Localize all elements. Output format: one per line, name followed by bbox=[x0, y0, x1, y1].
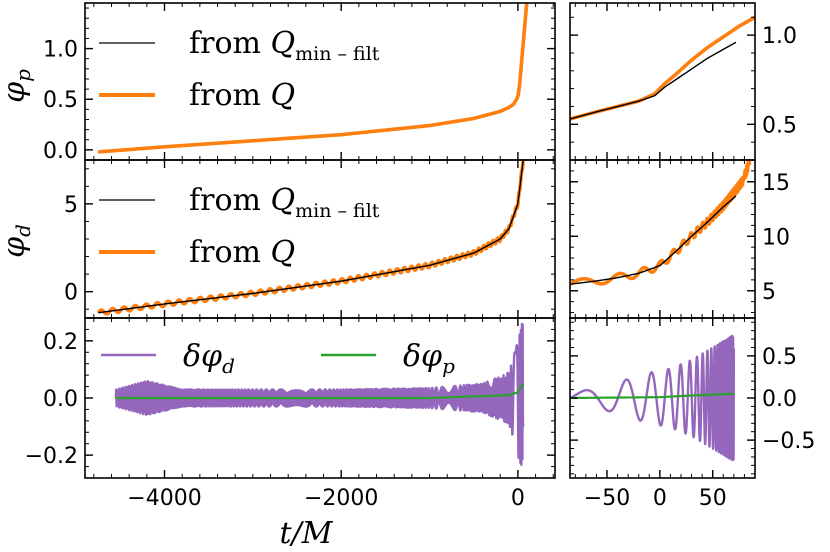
ytick-label: 15 bbox=[762, 171, 790, 196]
legend-label: from Q bbox=[189, 235, 295, 270]
ytick: 15 bbox=[570, 171, 790, 196]
series-line--d bbox=[114, 322, 525, 467]
legend-entry: δφd bbox=[101, 339, 235, 378]
legend-entry: from Qmin – filt bbox=[99, 26, 380, 65]
xtick-label: 50 bbox=[699, 486, 727, 511]
xtick-major: −2000 bbox=[304, 486, 378, 511]
xtick-major: −4000 bbox=[127, 486, 201, 511]
ytick-label: 0.2 bbox=[43, 330, 78, 355]
ytick-label: 0 bbox=[64, 281, 78, 306]
legend-label: from Q bbox=[189, 78, 295, 113]
xtick-major: 0 bbox=[511, 486, 525, 511]
xtick-major: 50 bbox=[699, 486, 727, 511]
xtick-label: −2000 bbox=[304, 486, 378, 511]
panel-phi-p-zoom: 0.5 1.0 bbox=[569, 2, 797, 161]
series-line-from-q-min-filt- bbox=[98, 160, 524, 314]
xtick-major: 0 bbox=[653, 486, 667, 511]
ytick-label: 0.5 bbox=[43, 88, 78, 113]
legend-entry: from Q bbox=[99, 235, 295, 270]
legend-entry: from Qmin – filt bbox=[99, 183, 380, 222]
legend-entry: from Q bbox=[99, 78, 295, 113]
xtick-label: −4000 bbox=[127, 486, 201, 511]
ytick-label: 0.0 bbox=[43, 139, 78, 164]
series-line-from-q bbox=[570, 15, 755, 121]
axis-frame bbox=[84, 159, 556, 319]
ytick: −0.2 bbox=[25, 444, 555, 469]
xtick-label: 0 bbox=[511, 486, 525, 511]
axis-frame bbox=[569, 2, 756, 161]
xtick-label: −50 bbox=[584, 486, 630, 511]
legend: from Qmin – filt from Q bbox=[99, 26, 380, 113]
ytick: 0.5 bbox=[570, 345, 797, 370]
ytick: 1.0 bbox=[43, 38, 555, 63]
ytick-label: 0.0 bbox=[762, 387, 797, 412]
xtick-major: −50 bbox=[584, 486, 630, 511]
ytick: 0.0 bbox=[43, 139, 555, 164]
series-line--p bbox=[570, 392, 735, 400]
ylabel-phi-p: φp bbox=[0, 69, 35, 103]
ytick: 0.5 bbox=[43, 88, 555, 113]
legend-label: δφd bbox=[183, 339, 235, 378]
series-line-from-q bbox=[97, 3, 529, 154]
xlabel: t/M bbox=[280, 516, 334, 551]
ylabel-phi-d: φd bbox=[0, 224, 35, 258]
ytick-label: 5 bbox=[762, 280, 776, 305]
ytick-label: 1.0 bbox=[762, 24, 797, 49]
series-line--p bbox=[115, 383, 525, 400]
panel-delta-zoom: −0.5 0.0 0.5 −50 0 50 bbox=[569, 317, 815, 511]
series-line-from-q bbox=[570, 160, 752, 286]
ytick: 0.2 bbox=[43, 330, 555, 355]
panel-phi-d-long: 0 5 from Qmin – filt from Q bbox=[64, 159, 556, 319]
panel-phi-p-long: 0.0 0.5 1.0 from Qmin – filt from Q bbox=[43, 2, 556, 164]
axis-frame bbox=[569, 159, 756, 319]
ytick-label: 1.0 bbox=[43, 38, 78, 63]
ytick-label: 0.5 bbox=[762, 345, 797, 370]
xtick-label: 0 bbox=[653, 486, 667, 511]
ytick: 0.5 bbox=[570, 113, 797, 138]
series-line-from-q bbox=[96, 160, 525, 316]
ytick-label: 0.0 bbox=[43, 387, 78, 412]
legend-label: δφp bbox=[403, 339, 455, 378]
ytick: 0.0 bbox=[570, 387, 797, 412]
ytick: 0.0 bbox=[43, 387, 555, 412]
series-line-from-q-min-filt- bbox=[570, 41, 737, 120]
legend-entry: δφp bbox=[321, 339, 455, 378]
ytick-label: −0.5 bbox=[762, 429, 815, 454]
ytick: 1.0 bbox=[570, 24, 797, 49]
ytick-label: 10 bbox=[762, 225, 790, 250]
panel-delta-long: −0.2 0.0 0.2 −4000 −2000 0 δφd δφp bbox=[25, 317, 556, 511]
legend: δφd δφp bbox=[101, 339, 455, 378]
series-line-from-q-min-filt- bbox=[570, 195, 737, 285]
legend-label: from Qmin – filt bbox=[189, 26, 380, 65]
ytick-label: 5 bbox=[64, 193, 78, 218]
ytick-label: 0.5 bbox=[762, 113, 797, 138]
legend: from Qmin – filt from Q bbox=[99, 183, 380, 270]
legend-label: from Qmin – filt bbox=[189, 183, 380, 222]
ytick-label: −0.2 bbox=[25, 444, 78, 469]
panel-phi-d-zoom: 5 10 15 bbox=[569, 159, 790, 319]
